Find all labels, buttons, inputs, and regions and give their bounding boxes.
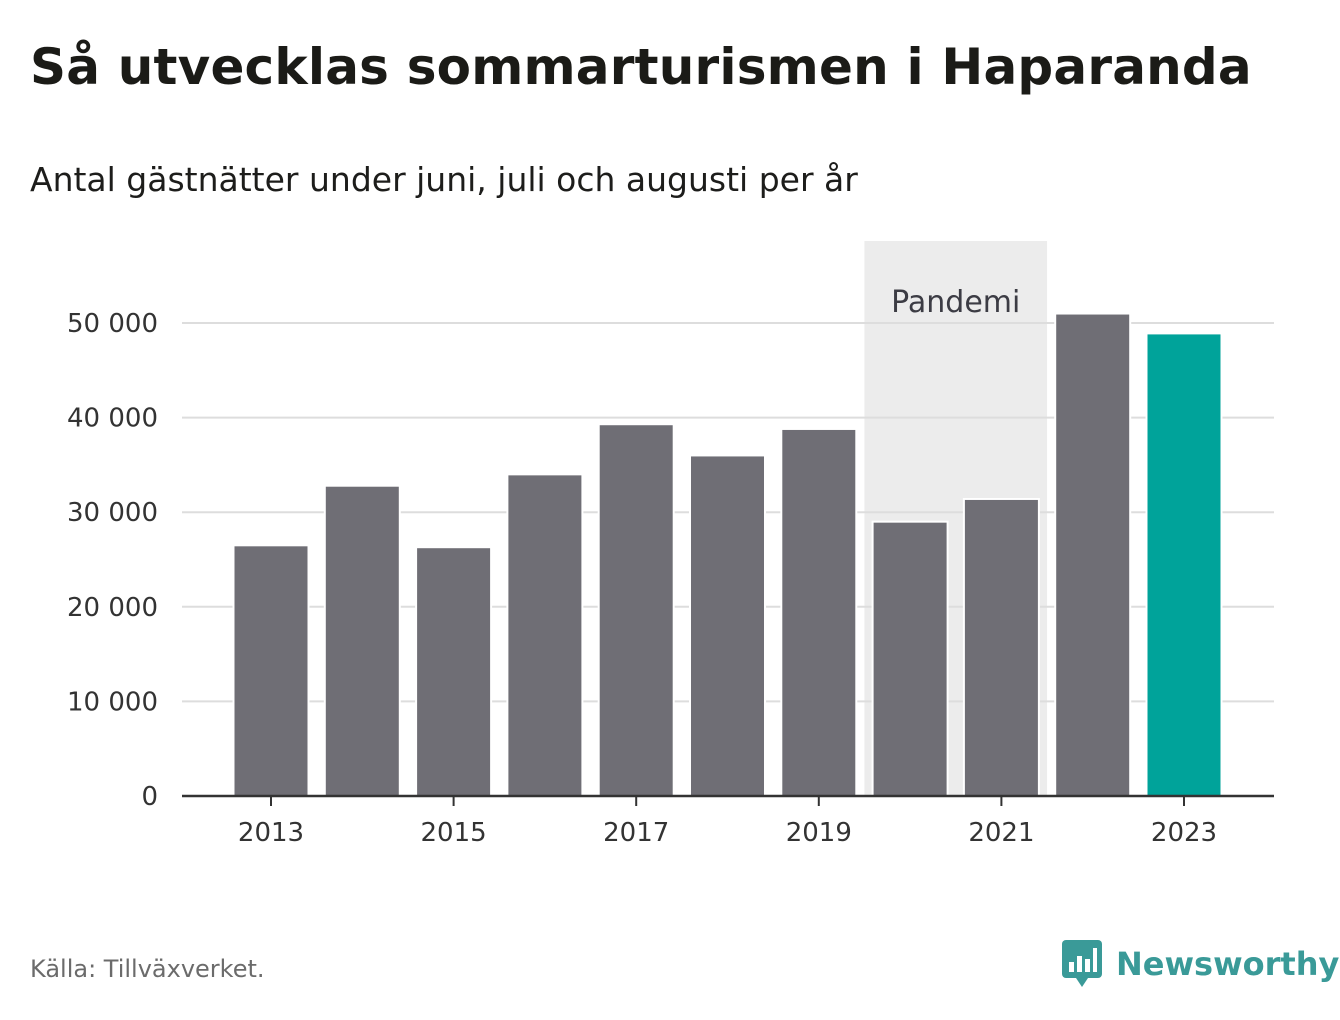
x-tick-label: 2015 — [421, 818, 487, 848]
bar-2013 — [232, 544, 310, 797]
bar-chart: Pandemi 0 10 000 20 000 30 000 40 000 50 000 2… — [67, 241, 1274, 848]
x-tick-label: 2017 — [603, 818, 669, 848]
y-tick-label: 0 — [141, 782, 158, 812]
chart-title: Så utvecklas sommarturismen i Haparanda — [30, 38, 1252, 96]
bar-2022 — [1054, 312, 1132, 797]
bar-2017 — [597, 423, 675, 797]
source-note: Källa: Tillväxverket. — [30, 955, 265, 983]
pandemic-band-label: Pandemi — [891, 285, 1020, 320]
brand-logo: Newsworthy — [1062, 940, 1339, 988]
bar-2023 — [1145, 332, 1223, 797]
y-tick-label: 10 000 — [67, 687, 158, 717]
x-tick-label: 2023 — [1151, 818, 1217, 848]
y-tick-label: 30 000 — [67, 498, 158, 528]
x-tick-label: 2013 — [238, 818, 304, 848]
x-tick-label: 2021 — [968, 818, 1034, 848]
bar-2016 — [506, 473, 584, 797]
chart-subtitle: Antal gästnätter under juni, juli och au… — [30, 160, 858, 199]
y-tick-label: 50 000 — [67, 309, 158, 339]
y-tick-label: 20 000 — [67, 593, 158, 623]
bar-2019 — [780, 427, 858, 797]
bar-2020 — [871, 520, 949, 797]
newsworthy-logo-icon — [1062, 940, 1102, 987]
bar-2014 — [323, 484, 401, 797]
y-tick-label: 40 000 — [67, 404, 158, 434]
bar-2021 — [962, 497, 1040, 797]
bar-layer — [232, 312, 1223, 798]
bar-2018 — [689, 454, 766, 797]
bar-2015 — [415, 546, 493, 798]
brand-name: Newsworthy — [1116, 945, 1340, 983]
axis-layer: 0 10 000 20 000 30 000 40 000 50 000 2013 2015 2… — [67, 309, 1274, 848]
x-tick-label: 2019 — [786, 818, 852, 848]
